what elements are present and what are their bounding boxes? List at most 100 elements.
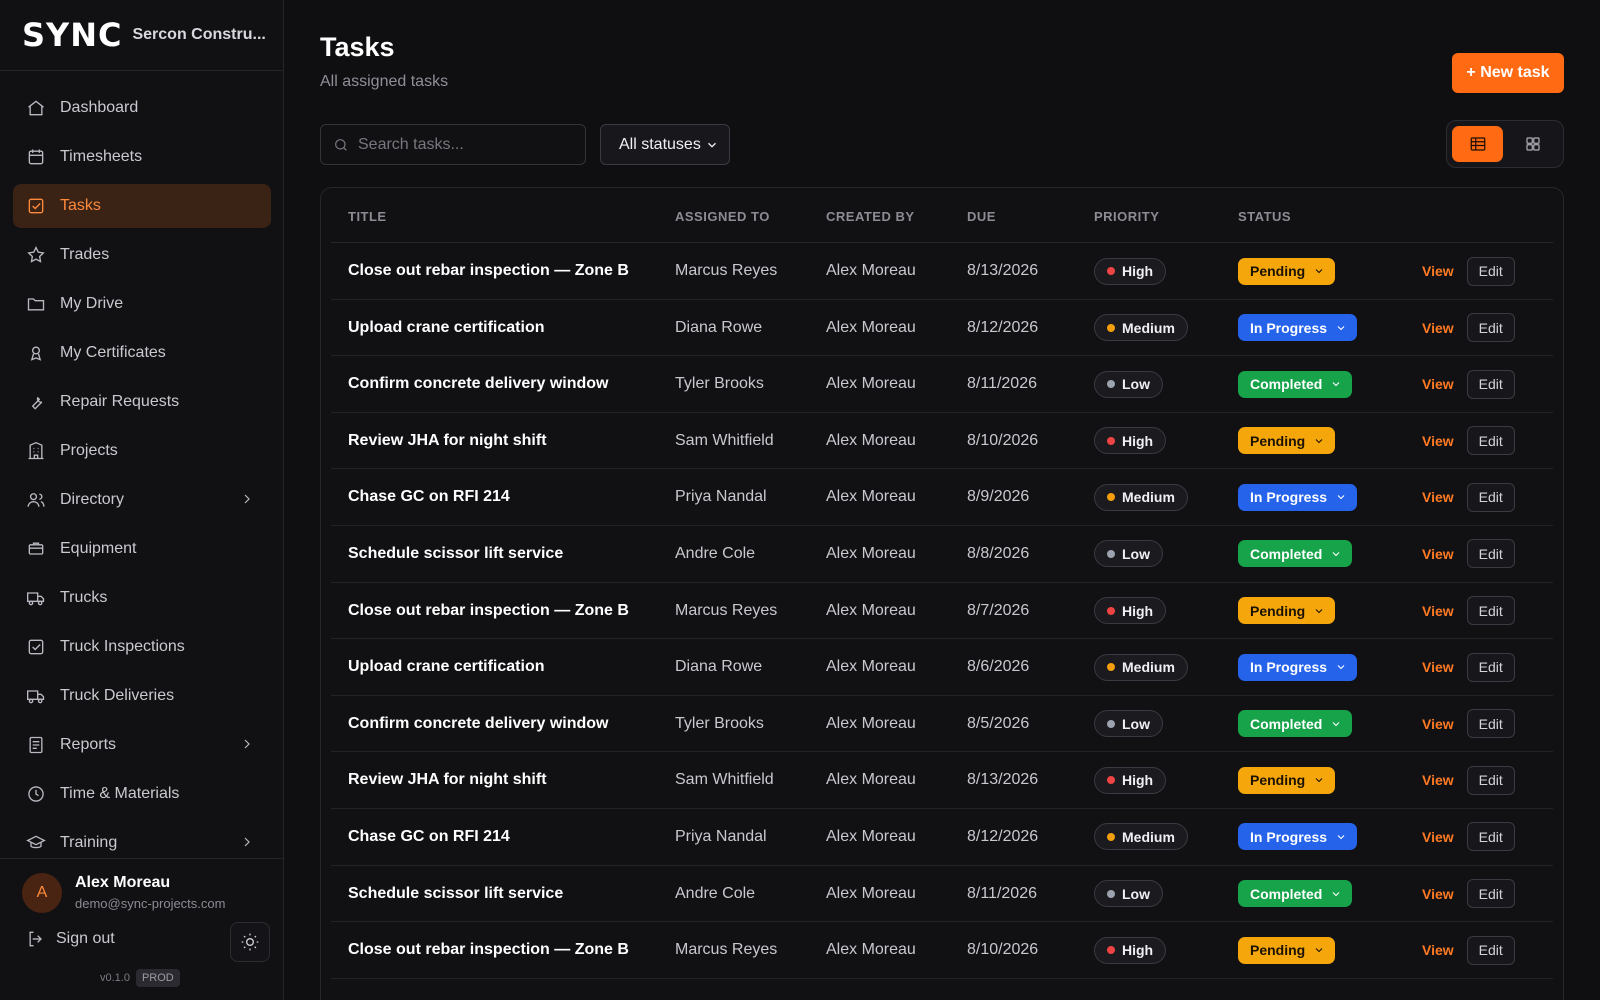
task-title[interactable]: Chase GC on RFI 214 [348,827,510,845]
status-dropdown[interactable]: Pending [1238,597,1336,625]
edit-button[interactable]: Edit [1466,313,1515,343]
theme-toggle-button[interactable] [230,922,270,962]
task-title[interactable]: Review JHA for night shift [348,771,547,789]
edit-button[interactable]: Edit [1466,652,1515,682]
column-header-status[interactable]: STATUS [1238,209,1292,224]
table-row[interactable]: Upload crane certification Diana Rowe Alex… [331,300,1553,357]
sidebar-item-dashboard[interactable]: Dashboard [13,86,271,130]
chevron-right-icon[interactable] [239,834,255,850]
edit-button[interactable]: Edit [1466,482,1515,512]
table-row[interactable]: Close out rebar inspection — Zone B Marcu… [331,583,1553,640]
task-title[interactable]: Chase GC on RFI 214 [348,488,510,506]
new-task-button[interactable]: + New task [1452,53,1564,93]
sidebar-item-tasks[interactable]: Tasks [13,184,271,228]
status-dropdown[interactable]: Pending [1238,427,1336,455]
status-dropdown[interactable]: Completed [1238,540,1353,568]
table-row[interactable]: Review JHA for night shift Sam Whitfield A… [331,413,1553,470]
edit-button[interactable]: Edit [1466,879,1515,909]
sidebar-item-training[interactable]: Training [13,821,271,865]
view-link[interactable]: View [1422,885,1454,902]
view-link[interactable]: View [1422,432,1454,449]
status-filter-select[interactable]: All statuses [600,124,730,165]
sidebar-item-trades[interactable]: Trades [13,233,271,277]
status-dropdown[interactable]: In Progress [1238,823,1358,851]
table-row[interactable]: Schedule scissor lift service Andre Cole A… [331,526,1553,583]
status-dropdown[interactable]: Pending [1238,257,1336,285]
sidebar-item-directory[interactable]: Directory [13,478,271,522]
table-row[interactable]: Schedule scissor lift service Andre Cole A… [331,866,1553,923]
view-link[interactable]: View [1422,545,1454,562]
status-dropdown[interactable]: Pending [1238,936,1336,964]
task-title[interactable]: Review JHA for night shift [348,431,547,449]
view-link[interactable]: View [1422,772,1454,789]
task-title[interactable]: Schedule scissor lift service [348,884,564,902]
chevron-right-icon[interactable] [239,491,255,507]
sidebar-item-time-and-materials[interactable]: Time & Materials [13,772,271,816]
view-link[interactable]: View [1422,828,1454,845]
view-link[interactable]: View [1422,376,1454,393]
edit-button[interactable]: Edit [1466,935,1515,965]
table-row[interactable]: Confirm concrete delivery window Tyler Br… [331,696,1553,753]
edit-button[interactable]: Edit [1466,765,1515,795]
view-link[interactable]: View [1422,489,1454,506]
sidebar-item-my-drive[interactable]: My Drive [13,282,271,326]
table-row[interactable]: Chase GC on RFI 214 Priya Nandal Alex More… [331,469,1553,526]
table-view-button[interactable] [1452,126,1503,162]
edit-button[interactable]: Edit [1466,369,1515,399]
table-row[interactable]: Close out rebar inspection — Zone B Marcu… [331,243,1553,300]
status-dropdown[interactable]: Completed [1238,880,1353,908]
view-link[interactable]: View [1422,602,1454,619]
task-title[interactable]: Schedule scissor lift service [348,544,564,562]
column-header-created-by[interactable]: CREATED BY [826,209,915,224]
sidebar-item-equipment[interactable]: Equipment [13,527,271,571]
task-title[interactable]: Close out rebar inspection — Zone B [348,941,629,959]
sidebar-item-timesheets[interactable]: Timesheets [13,135,271,179]
sidebar-item-truck-deliveries[interactable]: Truck Deliveries [13,674,271,718]
edit-button[interactable]: Edit [1466,426,1515,456]
edit-button[interactable]: Edit [1466,539,1515,569]
column-header-title[interactable]: TITLE [348,209,387,224]
task-title[interactable]: Close out rebar inspection — Zone B [348,601,629,619]
table-row[interactable]: Upload crane certification Diana Rowe Alex… [331,639,1553,696]
task-title[interactable]: Upload crane certification [348,318,545,336]
sidebar-item-my-certificates[interactable]: My Certificates [13,331,271,375]
view-link[interactable]: View [1422,715,1454,732]
sidebar-item-repair-requests[interactable]: Repair Requests [13,380,271,424]
column-header-priority[interactable]: PRIORITY [1094,209,1160,224]
table-row[interactable]: Close out rebar inspection — Zone B Marcu… [331,922,1553,979]
column-header-assigned-to[interactable]: ASSIGNED TO [675,209,770,224]
sidebar-item-trucks[interactable]: Trucks [13,576,271,620]
sign-out-button[interactable]: Sign out [26,929,115,949]
status-dropdown[interactable]: Completed [1238,370,1353,398]
task-title[interactable]: Upload crane certification [348,658,545,676]
search-input[interactable] [358,135,568,154]
status-dropdown[interactable]: In Progress [1238,314,1358,342]
task-title[interactable]: Confirm concrete delivery window [348,375,609,393]
view-link[interactable]: View [1422,319,1454,336]
edit-button[interactable]: Edit [1466,822,1515,852]
edit-button[interactable]: Edit [1466,596,1515,626]
organization-name[interactable]: Sercon Constru... [132,26,266,43]
task-title[interactable]: Confirm concrete delivery window [348,714,609,732]
table-row[interactable]: Confirm concrete delivery window Tyler Br… [331,356,1553,413]
sidebar-item-reports[interactable]: Reports [13,723,271,767]
view-link[interactable]: View [1422,942,1454,959]
status-dropdown[interactable]: In Progress [1238,483,1358,511]
avatar[interactable]: A [22,873,62,913]
edit-button[interactable]: Edit [1466,709,1515,739]
edit-button[interactable]: Edit [1466,256,1515,286]
sync-logo[interactable]: SYNC [22,16,123,54]
column-header-due[interactable]: DUE [967,209,996,224]
view-link[interactable]: View [1422,659,1454,676]
chevron-right-icon[interactable] [239,736,255,752]
grid-view-button[interactable] [1507,126,1558,162]
task-title[interactable]: Close out rebar inspection — Zone B [348,262,629,279]
table-row[interactable]: Chase GC on RFI 214 Priya Nandal Alex More… [331,809,1553,866]
sidebar-item-truck-inspections[interactable]: Truck Inspections [13,625,271,669]
status-dropdown[interactable]: In Progress [1238,653,1358,681]
view-link[interactable]: View [1422,263,1454,279]
status-dropdown[interactable]: Pending [1238,766,1336,794]
sidebar-item-projects[interactable]: Projects [13,429,271,473]
status-dropdown[interactable]: Completed [1238,710,1353,738]
table-row[interactable]: Review JHA for night shift Sam Whitfield A… [331,752,1553,809]
